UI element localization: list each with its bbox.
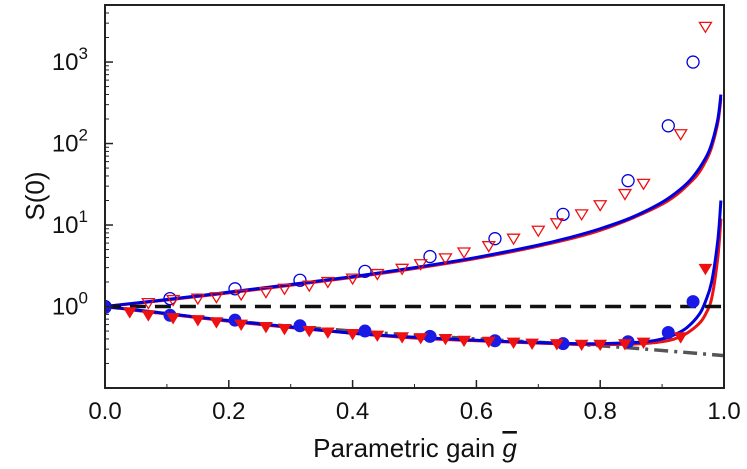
open-triangle-marker <box>481 241 496 253</box>
filled-triangle-marker <box>259 322 273 334</box>
open-triangle-marker <box>277 283 292 296</box>
open-triangle-marker <box>190 293 206 306</box>
open-triangle-marker <box>258 287 274 299</box>
x-tick-label: 0.4 <box>336 398 369 425</box>
open-triangle-marker <box>698 21 713 34</box>
x-tick-label: 0.8 <box>584 398 617 425</box>
filled-triangle-marker <box>122 307 137 319</box>
filled-triangle-marker <box>618 339 632 351</box>
filled-triangle-marker <box>438 333 453 346</box>
filled-triangle-marker <box>190 315 205 327</box>
open-triangle-marker <box>413 259 428 271</box>
open-circle-marker <box>488 232 502 246</box>
filled-triangle-marker <box>141 310 156 322</box>
filled-circle-marker <box>423 329 437 343</box>
x-axis-label-symbol: g <box>502 433 517 463</box>
filled-triangle-marker <box>370 330 385 342</box>
data-series-layer <box>105 94 724 358</box>
open-circle-marker <box>661 119 675 133</box>
open-circle-marker <box>228 282 242 296</box>
open-triangle-marker <box>394 263 410 276</box>
filled-triangle-marker <box>166 313 180 325</box>
filled-triangle-marker <box>698 263 713 276</box>
filled-triangle-marker <box>525 338 539 351</box>
open-circle-marker <box>163 291 177 306</box>
filled-triangle-marker <box>593 339 608 352</box>
filled-circle-marker <box>358 324 372 338</box>
open-triangle-marker <box>574 209 589 222</box>
open-triangle-marker <box>209 292 224 304</box>
x-axis-label: Parametric gain g <box>313 433 517 463</box>
filled-triangle-marker <box>277 323 292 336</box>
filled-triangle-marker <box>234 319 249 331</box>
x-tick-label: 0.2 <box>212 398 245 425</box>
open-triangle-marker <box>302 280 317 293</box>
theory-curve <box>105 218 723 347</box>
filled-triangle-marker <box>574 339 589 352</box>
data-markers-layer <box>105 21 713 352</box>
filled-triangle-marker <box>345 328 360 341</box>
y-tick-base: 10 <box>52 294 79 321</box>
open-triangle-marker <box>456 247 472 260</box>
open-circle-marker <box>293 273 307 287</box>
filled-circle-marker <box>293 319 307 333</box>
open-triangle-marker <box>370 268 385 281</box>
open-triangle-marker <box>234 289 249 302</box>
filled-triangle-marker <box>395 332 410 344</box>
x-tick-label: 0.0 <box>88 398 121 425</box>
y-tick-exponent: 0 <box>79 289 88 308</box>
x-axis-label-text: Parametric gain <box>313 433 502 463</box>
theory-curve <box>105 94 723 309</box>
filled-triangle-marker <box>549 339 564 351</box>
y-tick-exponent: 1 <box>79 207 88 226</box>
y-tick-base: 10 <box>52 49 79 76</box>
y-tick-label: 102 <box>52 126 88 158</box>
open-triangle-marker <box>617 188 633 201</box>
theory-curve <box>105 98 723 309</box>
open-circle-marker <box>556 207 570 222</box>
filled-triangle-marker <box>413 333 428 345</box>
filled-triangle-marker <box>457 335 471 348</box>
open-circle-marker <box>686 55 700 69</box>
x-tick-label: 1.0 <box>707 398 740 425</box>
filled-triangle-marker <box>673 332 688 344</box>
open-triangle-marker <box>531 225 546 238</box>
open-triangle-marker <box>593 200 608 212</box>
open-triangle-marker <box>345 273 360 286</box>
open-triangle-marker <box>636 178 651 191</box>
filled-triangle-marker <box>302 326 317 338</box>
y-tick-label: 101 <box>52 207 88 239</box>
y-tick-exponent: 3 <box>79 44 88 63</box>
y-tick-exponent: 2 <box>79 126 88 145</box>
open-triangle-marker <box>165 294 181 307</box>
y-tick-base: 10 <box>52 131 79 158</box>
open-circle-marker <box>423 249 437 264</box>
open-triangle-marker <box>141 297 156 310</box>
filled-triangle-marker <box>320 327 335 339</box>
open-triangle-marker <box>549 218 565 230</box>
open-triangle-marker <box>320 276 335 289</box>
y-tick-label: 100 <box>52 289 88 321</box>
filled-triangle-marker <box>636 337 651 350</box>
open-triangle-marker <box>506 233 521 246</box>
open-circle-marker <box>358 264 372 279</box>
x-tick-label: 0.6 <box>460 398 493 425</box>
filled-triangle-marker <box>481 336 496 349</box>
open-circle-marker <box>621 174 635 188</box>
y-tick-base: 10 <box>52 212 79 239</box>
filled-circle-marker <box>686 295 700 309</box>
plot-frame <box>104 4 725 389</box>
filled-triangle-marker <box>506 337 521 350</box>
y-axis-label: S(0) <box>20 171 50 220</box>
filled-circle-marker <box>661 325 675 339</box>
open-triangle-marker <box>673 129 688 141</box>
filled-triangle-marker <box>209 317 224 329</box>
open-triangle-marker <box>438 253 453 265</box>
dashdot-limit-line <box>105 304 724 358</box>
y-tick-label: 103 <box>52 44 88 76</box>
